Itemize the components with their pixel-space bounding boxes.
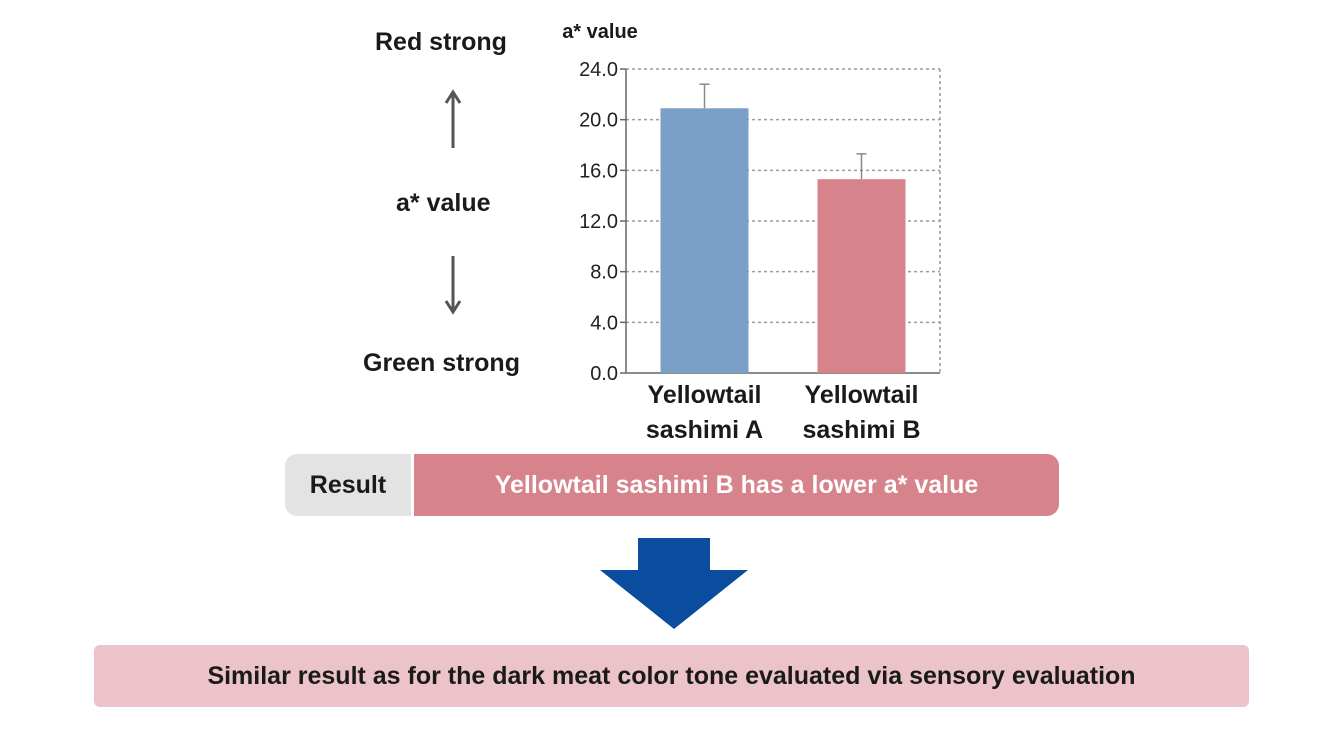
y-tick-label: 16.0: [579, 160, 618, 182]
conclusion-box: Similar result as for the dark meat colo…: [94, 645, 1249, 707]
scale-up-arrow: [444, 89, 462, 148]
x-category-label: Yellowtail: [805, 381, 919, 409]
a-value-scale-label: a* value: [396, 189, 491, 217]
y-tick-label: 20.0: [579, 110, 618, 132]
result-text: Yellowtail sashimi B has a lower a* valu…: [414, 454, 1059, 516]
bar-sashimi-b: [817, 179, 906, 373]
y-tick-label: 24.0: [579, 59, 618, 81]
y-tick-label: 8.0: [590, 262, 618, 284]
y-tick-label: 4.0: [590, 312, 618, 334]
bar-sashimi-a: [660, 108, 749, 374]
y-axis-title: a* value: [562, 21, 638, 43]
down-arrow-icon: [600, 538, 748, 629]
scale-down-arrow: [444, 256, 462, 315]
red-strong-label: Red strong: [375, 28, 507, 56]
result-bar: Result Yellowtail sashimi B has a lower …: [285, 454, 1059, 516]
result-tag: Result: [285, 454, 414, 516]
y-tick-label: 12.0: [579, 211, 618, 233]
green-strong-label: Green strong: [363, 349, 520, 377]
x-category-label: sashimi B: [802, 416, 920, 444]
y-tick-label: 0.0: [590, 363, 618, 385]
x-category-label: Yellowtail: [648, 381, 762, 409]
x-category-label: sashimi A: [646, 416, 763, 444]
